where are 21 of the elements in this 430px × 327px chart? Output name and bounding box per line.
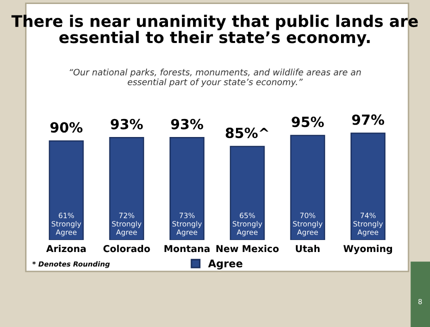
data-label: 93% bbox=[171, 118, 204, 130]
data-label: 95% bbox=[292, 116, 324, 128]
x-tick-label: Wyoming bbox=[343, 244, 392, 254]
x-tick-label: New Mexico bbox=[216, 244, 279, 252]
bar bbox=[170, 137, 204, 240]
bar bbox=[290, 134, 326, 240]
x-tick-label: Colorado bbox=[103, 244, 150, 252]
data-label: 85%^ bbox=[226, 128, 268, 138]
x-tick-label: Utah bbox=[296, 244, 320, 252]
chart-subtitle: “Our national parks, forests, monuments, and wildlife areas are an essential part of your state’s economy.” bbox=[70, 68, 361, 87]
chart-title: There is near unanimity that public lands are essential to their state’s economy. bbox=[11, 14, 418, 46]
legend-label: Agree bbox=[208, 260, 242, 270]
x-tick-label: Montana bbox=[164, 245, 210, 252]
bar bbox=[48, 140, 84, 240]
x-tick-label: Arizona bbox=[46, 244, 86, 252]
data-label: 90% bbox=[50, 122, 82, 133]
bar bbox=[350, 132, 386, 240]
bar bbox=[230, 146, 265, 240]
data-label: 93% bbox=[110, 118, 143, 130]
bar bbox=[109, 137, 144, 240]
data-label: 97% bbox=[352, 114, 384, 125]
